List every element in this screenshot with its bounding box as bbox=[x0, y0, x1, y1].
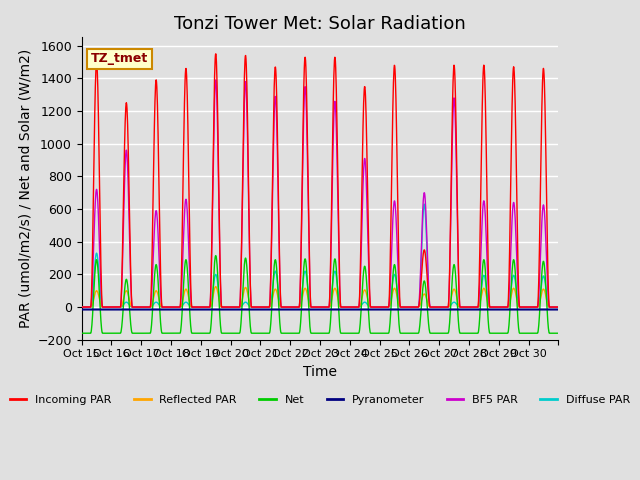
Title: Tonzi Tower Met: Solar Radiation: Tonzi Tower Met: Solar Radiation bbox=[174, 15, 466, 33]
Legend: Incoming PAR, Reflected PAR, Net, Pyranometer, BF5 PAR, Diffuse PAR: Incoming PAR, Reflected PAR, Net, Pyrano… bbox=[5, 391, 635, 410]
Y-axis label: PAR (umol/m2/s) / Net and Solar (W/m2): PAR (umol/m2/s) / Net and Solar (W/m2) bbox=[18, 49, 32, 328]
X-axis label: Time: Time bbox=[303, 365, 337, 379]
Text: TZ_tmet: TZ_tmet bbox=[92, 52, 148, 65]
